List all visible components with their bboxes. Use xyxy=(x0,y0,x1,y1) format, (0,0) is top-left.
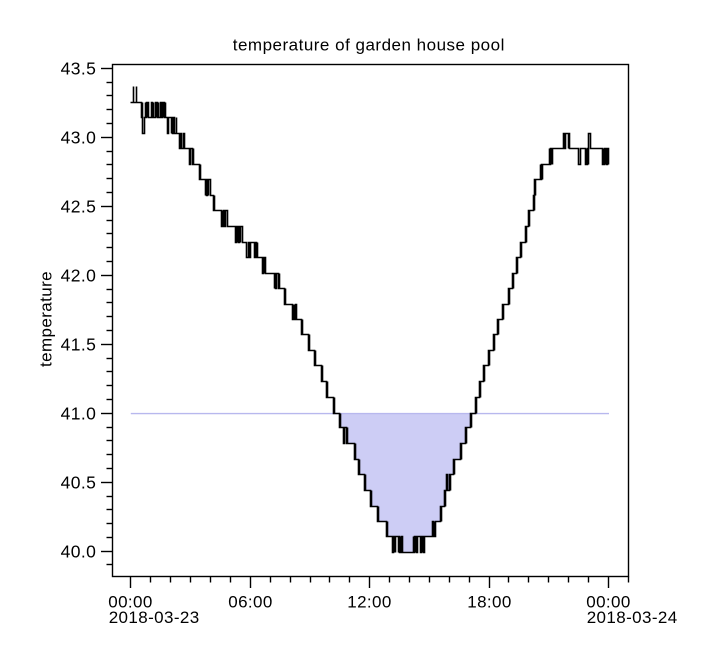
svg-text:43.5: 43.5 xyxy=(61,59,97,79)
svg-text:2018-03-23: 2018-03-23 xyxy=(109,608,200,627)
svg-text:2018-03-24: 2018-03-24 xyxy=(587,608,678,627)
svg-text:40.5: 40.5 xyxy=(61,473,97,493)
svg-text:00:00: 00:00 xyxy=(586,593,631,612)
svg-text:00:00: 00:00 xyxy=(108,593,153,612)
svg-text:12:00: 12:00 xyxy=(347,593,392,612)
svg-text:temperature: temperature xyxy=(37,271,56,367)
svg-text:41.0: 41.0 xyxy=(61,404,97,424)
svg-text:06:00: 06:00 xyxy=(228,593,273,612)
svg-text:42.0: 42.0 xyxy=(61,266,97,286)
svg-text:42.5: 42.5 xyxy=(61,197,97,217)
svg-text:18:00: 18:00 xyxy=(467,593,512,612)
svg-text:41.5: 41.5 xyxy=(61,335,97,355)
svg-text:43.0: 43.0 xyxy=(61,128,97,148)
svg-text:temperature of garden house po: temperature of garden house pool xyxy=(233,36,505,55)
svg-text:40.0: 40.0 xyxy=(61,542,97,562)
